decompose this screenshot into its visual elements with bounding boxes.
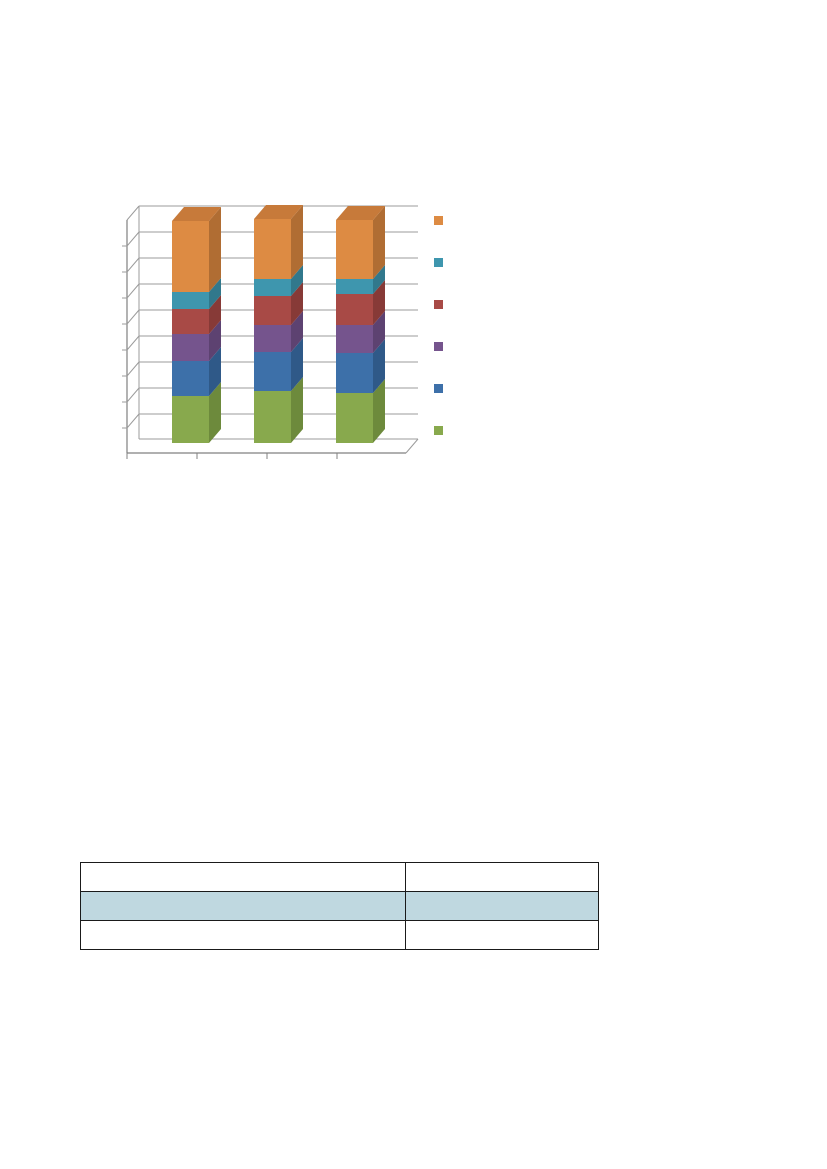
bar-2-segment-series6-front[interactable] xyxy=(254,391,291,443)
bar-group-category-2[interactable] xyxy=(254,205,303,443)
chart-left-wall-top-edge xyxy=(126,205,140,221)
bar-2-top-cap[interactable] xyxy=(254,205,303,219)
bar-2-segment-series3-side[interactable] xyxy=(291,282,303,325)
bar-3-segment-series4-front[interactable] xyxy=(336,325,373,353)
stacked-column-chart xyxy=(118,186,468,476)
bar-2-segment-series2-side[interactable] xyxy=(291,265,303,296)
bar-1-segment-series5-front[interactable] xyxy=(172,361,209,396)
table-row[interactable] xyxy=(80,862,599,892)
gridline-3-wall xyxy=(126,283,140,299)
table-cell[interactable] xyxy=(80,891,406,921)
table-row-highlighted[interactable] xyxy=(80,891,599,921)
bar-2-segment-series5-front[interactable] xyxy=(254,352,291,391)
bar-1-segment-series2-front[interactable] xyxy=(172,292,209,309)
bar-3-top-cap[interactable] xyxy=(336,206,385,220)
legend-swatch-series1[interactable] xyxy=(434,216,443,225)
legend-swatch-series5[interactable] xyxy=(434,384,443,393)
bar-2-segment-series1-side[interactable] xyxy=(291,205,303,279)
bar-1-segment-series3-side[interactable] xyxy=(209,295,221,334)
table-cell[interactable] xyxy=(405,862,599,892)
bar-2-segment-series4-front[interactable] xyxy=(254,325,291,352)
chart-canvas xyxy=(122,205,443,459)
gridline-6-wall xyxy=(126,361,140,377)
table-cell[interactable] xyxy=(80,862,406,892)
bar-3-segment-series1-front[interactable] xyxy=(336,220,373,279)
bar-1-segment-series4-side[interactable] xyxy=(209,320,221,361)
bar-3-segment-series2-front[interactable] xyxy=(336,279,373,294)
bar-1-segment-series1-side[interactable] xyxy=(209,207,221,292)
bar-3-segment-series2-side[interactable] xyxy=(373,265,385,294)
chart-legend[interactable] xyxy=(434,216,443,435)
table-cell[interactable] xyxy=(80,920,406,950)
chart-floor-right-edge xyxy=(405,438,419,454)
bar-1-segment-series1-front[interactable] xyxy=(172,221,209,292)
bar-1-top-cap[interactable] xyxy=(172,207,221,221)
bar-2-segment-series1-front[interactable] xyxy=(254,219,291,279)
bar-3-segment-series5-front[interactable] xyxy=(336,353,373,393)
bar-1-segment-series6-front[interactable] xyxy=(172,396,209,443)
gridline-7-wall xyxy=(126,387,140,403)
bar-3-segment-series6-front[interactable] xyxy=(336,393,373,443)
bar-3-segment-series6-side[interactable] xyxy=(373,379,385,443)
table-row[interactable] xyxy=(80,920,599,950)
bar-2-segment-series5-side[interactable] xyxy=(291,338,303,391)
gridline-5-wall xyxy=(126,335,140,351)
bar-1-segment-series5-side[interactable] xyxy=(209,347,221,396)
bar-3-segment-series5-side[interactable] xyxy=(373,339,385,393)
bar-3-segment-series3-front[interactable] xyxy=(336,294,373,325)
gridline-4-wall xyxy=(126,309,140,325)
legend-swatch-series6[interactable] xyxy=(434,426,443,435)
bar-2-segment-series3-front[interactable] xyxy=(254,296,291,325)
legend-swatch-series3[interactable] xyxy=(434,300,443,309)
bar-3-segment-series3-side[interactable] xyxy=(373,280,385,325)
data-table-container xyxy=(80,862,599,950)
bar-1-segment-series2-side[interactable] xyxy=(209,278,221,309)
bar-1-segment-series6-side[interactable] xyxy=(209,382,221,443)
gridline-8-wall xyxy=(126,413,140,429)
legend-swatch-series4[interactable] xyxy=(434,342,443,351)
bar-3-segment-series1-side[interactable] xyxy=(373,206,385,279)
bar-1-segment-series3-front[interactable] xyxy=(172,309,209,334)
data-table xyxy=(80,862,599,950)
chart-category-ticks xyxy=(126,453,338,459)
bar-1-segment-series4-front[interactable] xyxy=(172,334,209,361)
table-cell[interactable] xyxy=(405,891,599,921)
bar-group-category-1[interactable] xyxy=(172,207,221,443)
legend-swatch-series2[interactable] xyxy=(434,258,443,267)
gridline-1-wall xyxy=(126,231,140,247)
gridline-2-wall xyxy=(126,257,140,273)
bar-2-segment-series6-side[interactable] xyxy=(291,377,303,443)
bar-2-segment-series2-front[interactable] xyxy=(254,279,291,296)
table-cell[interactable] xyxy=(405,920,599,950)
bar-2-segment-series4-side[interactable] xyxy=(291,311,303,352)
bar-group-category-3[interactable] xyxy=(336,206,385,443)
